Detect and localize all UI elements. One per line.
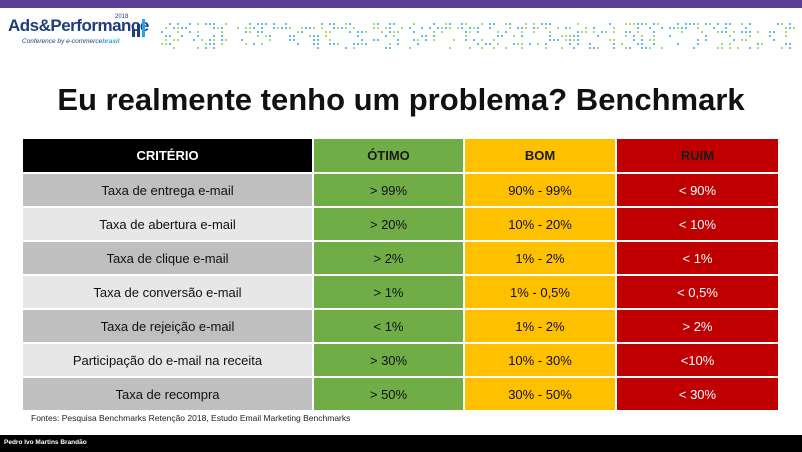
criterio-cell: Taxa de recompra: [23, 378, 314, 410]
otimo-cell: > 1%: [314, 276, 465, 308]
ruim-cell: < 30%: [617, 378, 780, 410]
decorative-dot-pattern: [161, 23, 795, 49]
benchmark-table: CRITÉRIO ÓTIMO BOM RUIM Taxa de entrega …: [23, 137, 780, 412]
header-bom: BOM: [465, 139, 617, 172]
otimo-cell: < 1%: [314, 310, 465, 342]
bom-cell: 30% - 50%: [465, 378, 617, 410]
criterio-cell: Taxa de abertura e-mail: [23, 208, 314, 240]
bom-cell: 90% - 99%: [465, 174, 617, 206]
ruim-cell: < 0,5%: [617, 276, 780, 308]
top-accent-bar: [0, 0, 802, 8]
table-row: Taxa de entrega e-mail > 99% 90% - 99% < 90…: [23, 174, 780, 206]
footer-bar: Pedro Ivo Martins Brandão: [0, 435, 802, 452]
otimo-cell: > 99%: [314, 174, 465, 206]
logo-year: 2018: [115, 14, 129, 20]
ruim-cell: < 1%: [617, 242, 780, 274]
author-name: Pedro Ivo Martins Brandão: [4, 439, 87, 446]
header-otimo: ÓTIMO: [314, 139, 465, 172]
otimo-cell: > 50%: [314, 378, 465, 410]
ruim-cell: < 90%: [617, 174, 780, 206]
table-row: Taxa de abertura e-mail > 20% 10% - 20% < 1…: [23, 208, 780, 240]
bom-cell: 10% - 30%: [465, 344, 617, 376]
ruim-cell: > 2%: [617, 310, 780, 342]
otimo-cell: > 30%: [314, 344, 465, 376]
logo-subtitle: Conference by e-commercebrasil: [22, 38, 120, 45]
ruim-cell: <10%: [617, 344, 780, 376]
otimo-cell: > 2%: [314, 242, 465, 274]
logo-bars-icon: [132, 19, 146, 37]
header-criterio: CRITÉRIO: [23, 139, 314, 172]
header-ruim: RUIM: [617, 139, 780, 172]
criterio-cell: Participação do e-mail na receita: [23, 344, 314, 376]
bom-cell: 1% - 2%: [465, 242, 617, 274]
table-header-row: CRITÉRIO ÓTIMO BOM RUIM: [23, 139, 780, 172]
ruim-cell: < 10%: [617, 208, 780, 240]
bom-cell: 1% - 0,5%: [465, 276, 617, 308]
logo-title: Ads&Performance: [8, 16, 149, 35]
table-row: Taxa de conversão e-mail > 1% 1% - 0,5% < 0…: [23, 276, 780, 308]
table-row: Taxa de recompra > 50% 30% - 50% < 30%: [23, 378, 780, 410]
criterio-cell: Taxa de entrega e-mail: [23, 174, 314, 206]
sources-note: Fontes: Pesquisa Benchmarks Retenção 201…: [31, 413, 351, 423]
bom-cell: 10% - 20%: [465, 208, 617, 240]
criterio-cell: Taxa de rejeição e-mail: [23, 310, 314, 342]
criterio-cell: Taxa de clique e-mail: [23, 242, 314, 274]
slide-title: Eu realmente tenho um problema? Benchmar…: [57, 82, 745, 117]
table-row: Participação do e-mail na receita > 30% 10…: [23, 344, 780, 376]
conference-logo: Ads&Performance 2018 Conference by e-com…: [8, 14, 149, 50]
bom-cell: 1% - 2%: [465, 310, 617, 342]
otimo-cell: > 20%: [314, 208, 465, 240]
criterio-cell: Taxa de conversão e-mail: [23, 276, 314, 308]
table-row: Taxa de rejeição e-mail < 1% 1% - 2% > 2%: [23, 310, 780, 342]
table-row: Taxa de clique e-mail > 2% 1% - 2% < 1%: [23, 242, 780, 274]
